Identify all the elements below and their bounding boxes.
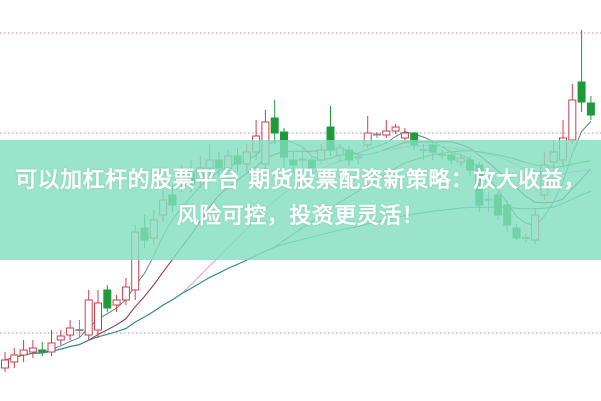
candle-body xyxy=(270,117,279,134)
candle-body xyxy=(373,133,381,136)
candle-body xyxy=(400,132,409,139)
candle-body xyxy=(38,349,47,353)
candle-body xyxy=(577,81,586,103)
candle-body xyxy=(1,359,9,369)
candle-body xyxy=(568,99,577,141)
candle-body xyxy=(47,342,56,353)
candle-body xyxy=(66,327,75,336)
headline-banner xyxy=(0,140,601,260)
candle-body xyxy=(391,126,400,132)
candle-body xyxy=(56,335,65,341)
candle-body xyxy=(94,302,102,331)
candle-body xyxy=(84,299,93,336)
candle-body xyxy=(19,349,28,356)
candle-body xyxy=(121,286,130,301)
candle-body xyxy=(10,354,19,363)
headline-text: 可以加杠杆的股票平台 期货股票配资新策略：放大收益，风险可控，投资更灵活！ xyxy=(15,168,586,229)
candle-body xyxy=(103,289,112,309)
candle-body xyxy=(112,299,121,306)
candle-body xyxy=(75,329,84,332)
candle-body xyxy=(28,347,37,353)
candle-body xyxy=(382,130,391,136)
candle-body xyxy=(586,102,595,116)
